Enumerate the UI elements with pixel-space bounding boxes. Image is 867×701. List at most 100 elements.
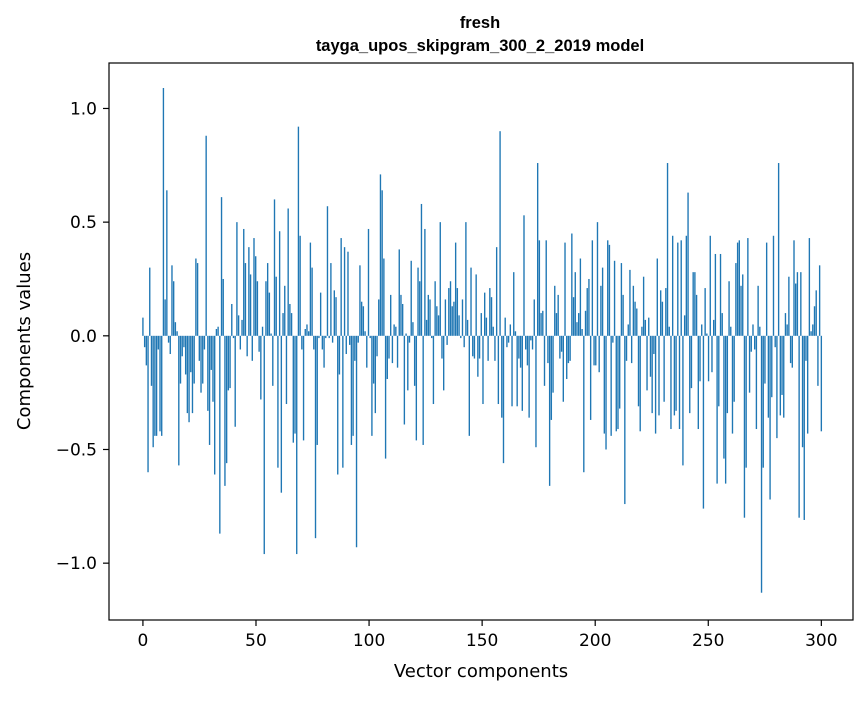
bar-15 bbox=[167, 335, 170, 343]
bar-246 bbox=[562, 335, 564, 402]
bar-94 bbox=[302, 335, 305, 441]
bar-262 bbox=[589, 335, 592, 420]
bar-109 bbox=[328, 335, 330, 339]
bar-356 bbox=[750, 335, 752, 352]
bar-20 bbox=[176, 331, 178, 336]
bar-295 bbox=[646, 335, 648, 391]
bar-274 bbox=[610, 335, 612, 436]
bar-84 bbox=[285, 335, 288, 405]
bar-145 bbox=[390, 294, 392, 336]
bar-205 bbox=[492, 326, 494, 336]
bar-290 bbox=[637, 335, 640, 407]
x-tick-label: 200 bbox=[579, 631, 611, 651]
bar-137 bbox=[376, 335, 378, 357]
bar-82 bbox=[282, 313, 284, 336]
bar-344 bbox=[730, 326, 732, 336]
bar-225 bbox=[526, 335, 529, 366]
bar-116 bbox=[340, 238, 342, 336]
bar-215 bbox=[509, 324, 512, 336]
bar-124 bbox=[354, 335, 356, 361]
bar-282 bbox=[624, 335, 626, 505]
y-axis-ticks: −1.0 −0.5 0.0 0.5 1.0 bbox=[56, 99, 109, 574]
bar-138 bbox=[378, 299, 380, 336]
bar-363 bbox=[762, 335, 764, 468]
bar-83 bbox=[284, 285, 286, 336]
bar-226 bbox=[528, 335, 530, 418]
bar-144 bbox=[388, 335, 390, 359]
bar-192 bbox=[470, 267, 472, 336]
bar-139 bbox=[379, 174, 382, 336]
bar-162 bbox=[419, 281, 421, 336]
bar-193 bbox=[472, 335, 474, 357]
bar-85 bbox=[287, 208, 289, 336]
bar-187 bbox=[461, 299, 464, 336]
bar-105 bbox=[321, 335, 324, 350]
bar-201 bbox=[485, 317, 488, 336]
bar-372 bbox=[777, 163, 780, 336]
bar-258 bbox=[583, 335, 585, 473]
bar-255 bbox=[578, 313, 580, 336]
bar-224 bbox=[525, 335, 527, 350]
bar-271 bbox=[605, 335, 607, 450]
bar-367 bbox=[769, 335, 771, 500]
bar-310 bbox=[671, 235, 674, 336]
bar-112 bbox=[333, 290, 335, 336]
bar-218 bbox=[514, 331, 517, 336]
bar-213 bbox=[506, 335, 508, 348]
bar-293 bbox=[642, 276, 645, 336]
bar-22 bbox=[179, 335, 182, 384]
bar-289 bbox=[636, 308, 638, 336]
bar-298 bbox=[651, 335, 653, 414]
bar-48 bbox=[224, 335, 226, 486]
bar-50 bbox=[227, 335, 230, 391]
bar-386 bbox=[801, 335, 804, 448]
bar-240 bbox=[552, 335, 554, 393]
bar-276 bbox=[613, 260, 616, 336]
bar-264 bbox=[593, 335, 595, 366]
bar-184 bbox=[456, 288, 459, 336]
bar-23 bbox=[181, 335, 183, 357]
bar-318 bbox=[685, 235, 688, 336]
bar-35 bbox=[202, 335, 204, 384]
bar-331 bbox=[707, 335, 710, 382]
plot-frame bbox=[108, 62, 854, 621]
bar-118 bbox=[343, 247, 346, 336]
bar-1 bbox=[143, 335, 146, 348]
bar-147 bbox=[393, 324, 395, 336]
bar-28 bbox=[190, 335, 192, 373]
bar-4 bbox=[149, 267, 151, 336]
bar-396 bbox=[818, 265, 821, 336]
bar-174 bbox=[439, 222, 441, 336]
bar-369 bbox=[772, 235, 775, 336]
bar-235 bbox=[543, 335, 546, 386]
bar-249 bbox=[567, 335, 570, 364]
bar-92 bbox=[299, 235, 301, 336]
bar-382 bbox=[795, 283, 797, 336]
bar-335 bbox=[714, 253, 717, 336]
bar-170 bbox=[432, 335, 435, 405]
bar-377 bbox=[786, 324, 788, 336]
bar-12 bbox=[162, 88, 165, 336]
bar-80 bbox=[278, 231, 281, 336]
bar-365 bbox=[765, 242, 768, 336]
x-tick-label: 250 bbox=[692, 631, 724, 651]
bar-263 bbox=[591, 240, 594, 336]
bar-334 bbox=[713, 319, 715, 336]
bar-214 bbox=[507, 335, 510, 343]
bar-89 bbox=[294, 335, 296, 434]
bar-26 bbox=[186, 335, 189, 414]
bar-389 bbox=[806, 335, 809, 434]
bar-228 bbox=[531, 335, 534, 350]
bar-269 bbox=[601, 267, 604, 336]
bar-198 bbox=[480, 313, 482, 336]
bar-268 bbox=[600, 285, 602, 336]
bar-158 bbox=[412, 322, 414, 336]
bar-244 bbox=[559, 335, 561, 359]
bar-206 bbox=[494, 335, 496, 361]
bar-27 bbox=[188, 335, 190, 423]
bar-383 bbox=[796, 272, 799, 336]
bar-227 bbox=[530, 335, 532, 341]
bar-86 bbox=[289, 303, 291, 336]
bar-141 bbox=[383, 258, 385, 336]
